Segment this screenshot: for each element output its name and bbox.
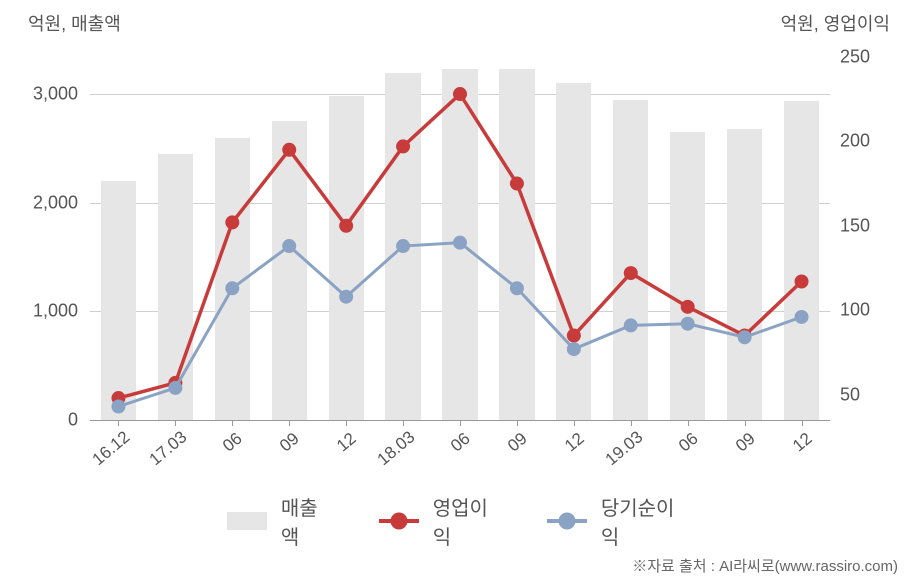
line-marker xyxy=(739,331,751,343)
line-marker xyxy=(112,400,124,412)
line-marker xyxy=(283,240,295,252)
source-attribution: ※자료 출처 : AI라씨로(www.rassiro.com) xyxy=(632,555,898,576)
y-tick-left: 2,000 xyxy=(8,192,78,213)
line-marker xyxy=(397,140,409,152)
line-overlay xyxy=(90,40,830,420)
x-tick-mark xyxy=(175,420,176,426)
line-marker xyxy=(397,240,409,252)
y-tick-right: 250 xyxy=(840,46,900,67)
x-tick-mark xyxy=(574,420,575,426)
x-tick-mark xyxy=(802,420,803,426)
financial-chart: 억원, 매출액 억원, 영업이익 매출액 영업이익 당기순이익 ※자료 출처 :… xyxy=(0,0,908,580)
y-axis-right-label: 억원, 영업이익 xyxy=(781,10,890,36)
line-marker xyxy=(796,311,808,323)
y-tick-left: 0 xyxy=(8,410,78,431)
legend-swatch-bar xyxy=(227,512,267,530)
line-marker xyxy=(568,343,580,355)
line-marker xyxy=(625,267,637,279)
line-marker xyxy=(226,216,238,228)
x-tick-mark xyxy=(688,420,689,426)
line-marker xyxy=(625,319,637,331)
legend-item-line1: 영업이익 xyxy=(379,492,497,550)
line-marker xyxy=(454,237,466,249)
x-tick-mark xyxy=(460,420,461,426)
x-tick-mark xyxy=(346,420,347,426)
y-tick-right: 100 xyxy=(840,300,900,321)
line-marker xyxy=(682,318,694,330)
line-marker xyxy=(283,144,295,156)
y-tick-right: 150 xyxy=(840,215,900,236)
y-tick-right: 200 xyxy=(840,131,900,152)
y-tick-left: 1,000 xyxy=(8,301,78,322)
legend-item-bars: 매출액 xyxy=(227,492,329,550)
legend-swatch-line1 xyxy=(379,519,419,523)
line-marker xyxy=(340,220,352,232)
x-tick-mark xyxy=(745,420,746,426)
line-marker xyxy=(682,301,694,313)
legend-item-line2: 당기순이익 xyxy=(547,492,681,550)
x-tick-mark xyxy=(118,420,119,426)
x-tick-mark xyxy=(631,420,632,426)
line-marker xyxy=(511,178,523,190)
x-tick-mark xyxy=(403,420,404,426)
y-axis-left-label: 억원, 매출액 xyxy=(28,10,121,36)
line-marker xyxy=(568,330,580,342)
line-marker xyxy=(454,88,466,100)
legend-label-line1: 영업이익 xyxy=(433,492,497,550)
legend-label-line2: 당기순이익 xyxy=(601,492,681,550)
line-marker xyxy=(226,282,238,294)
y-tick-left: 3,000 xyxy=(8,84,78,105)
y-tick-right: 50 xyxy=(840,384,900,405)
line-marker xyxy=(340,291,352,303)
line-marker xyxy=(169,382,181,394)
legend-swatch-line2 xyxy=(547,519,587,523)
x-tick-mark xyxy=(232,420,233,426)
legend: 매출액 영업이익 당기순이익 xyxy=(227,492,681,550)
line-marker xyxy=(796,276,808,288)
line-marker xyxy=(511,282,523,294)
legend-label-bars: 매출액 xyxy=(281,492,329,550)
x-tick-mark xyxy=(517,420,518,426)
line-series xyxy=(118,243,801,407)
x-tick-mark xyxy=(289,420,290,426)
